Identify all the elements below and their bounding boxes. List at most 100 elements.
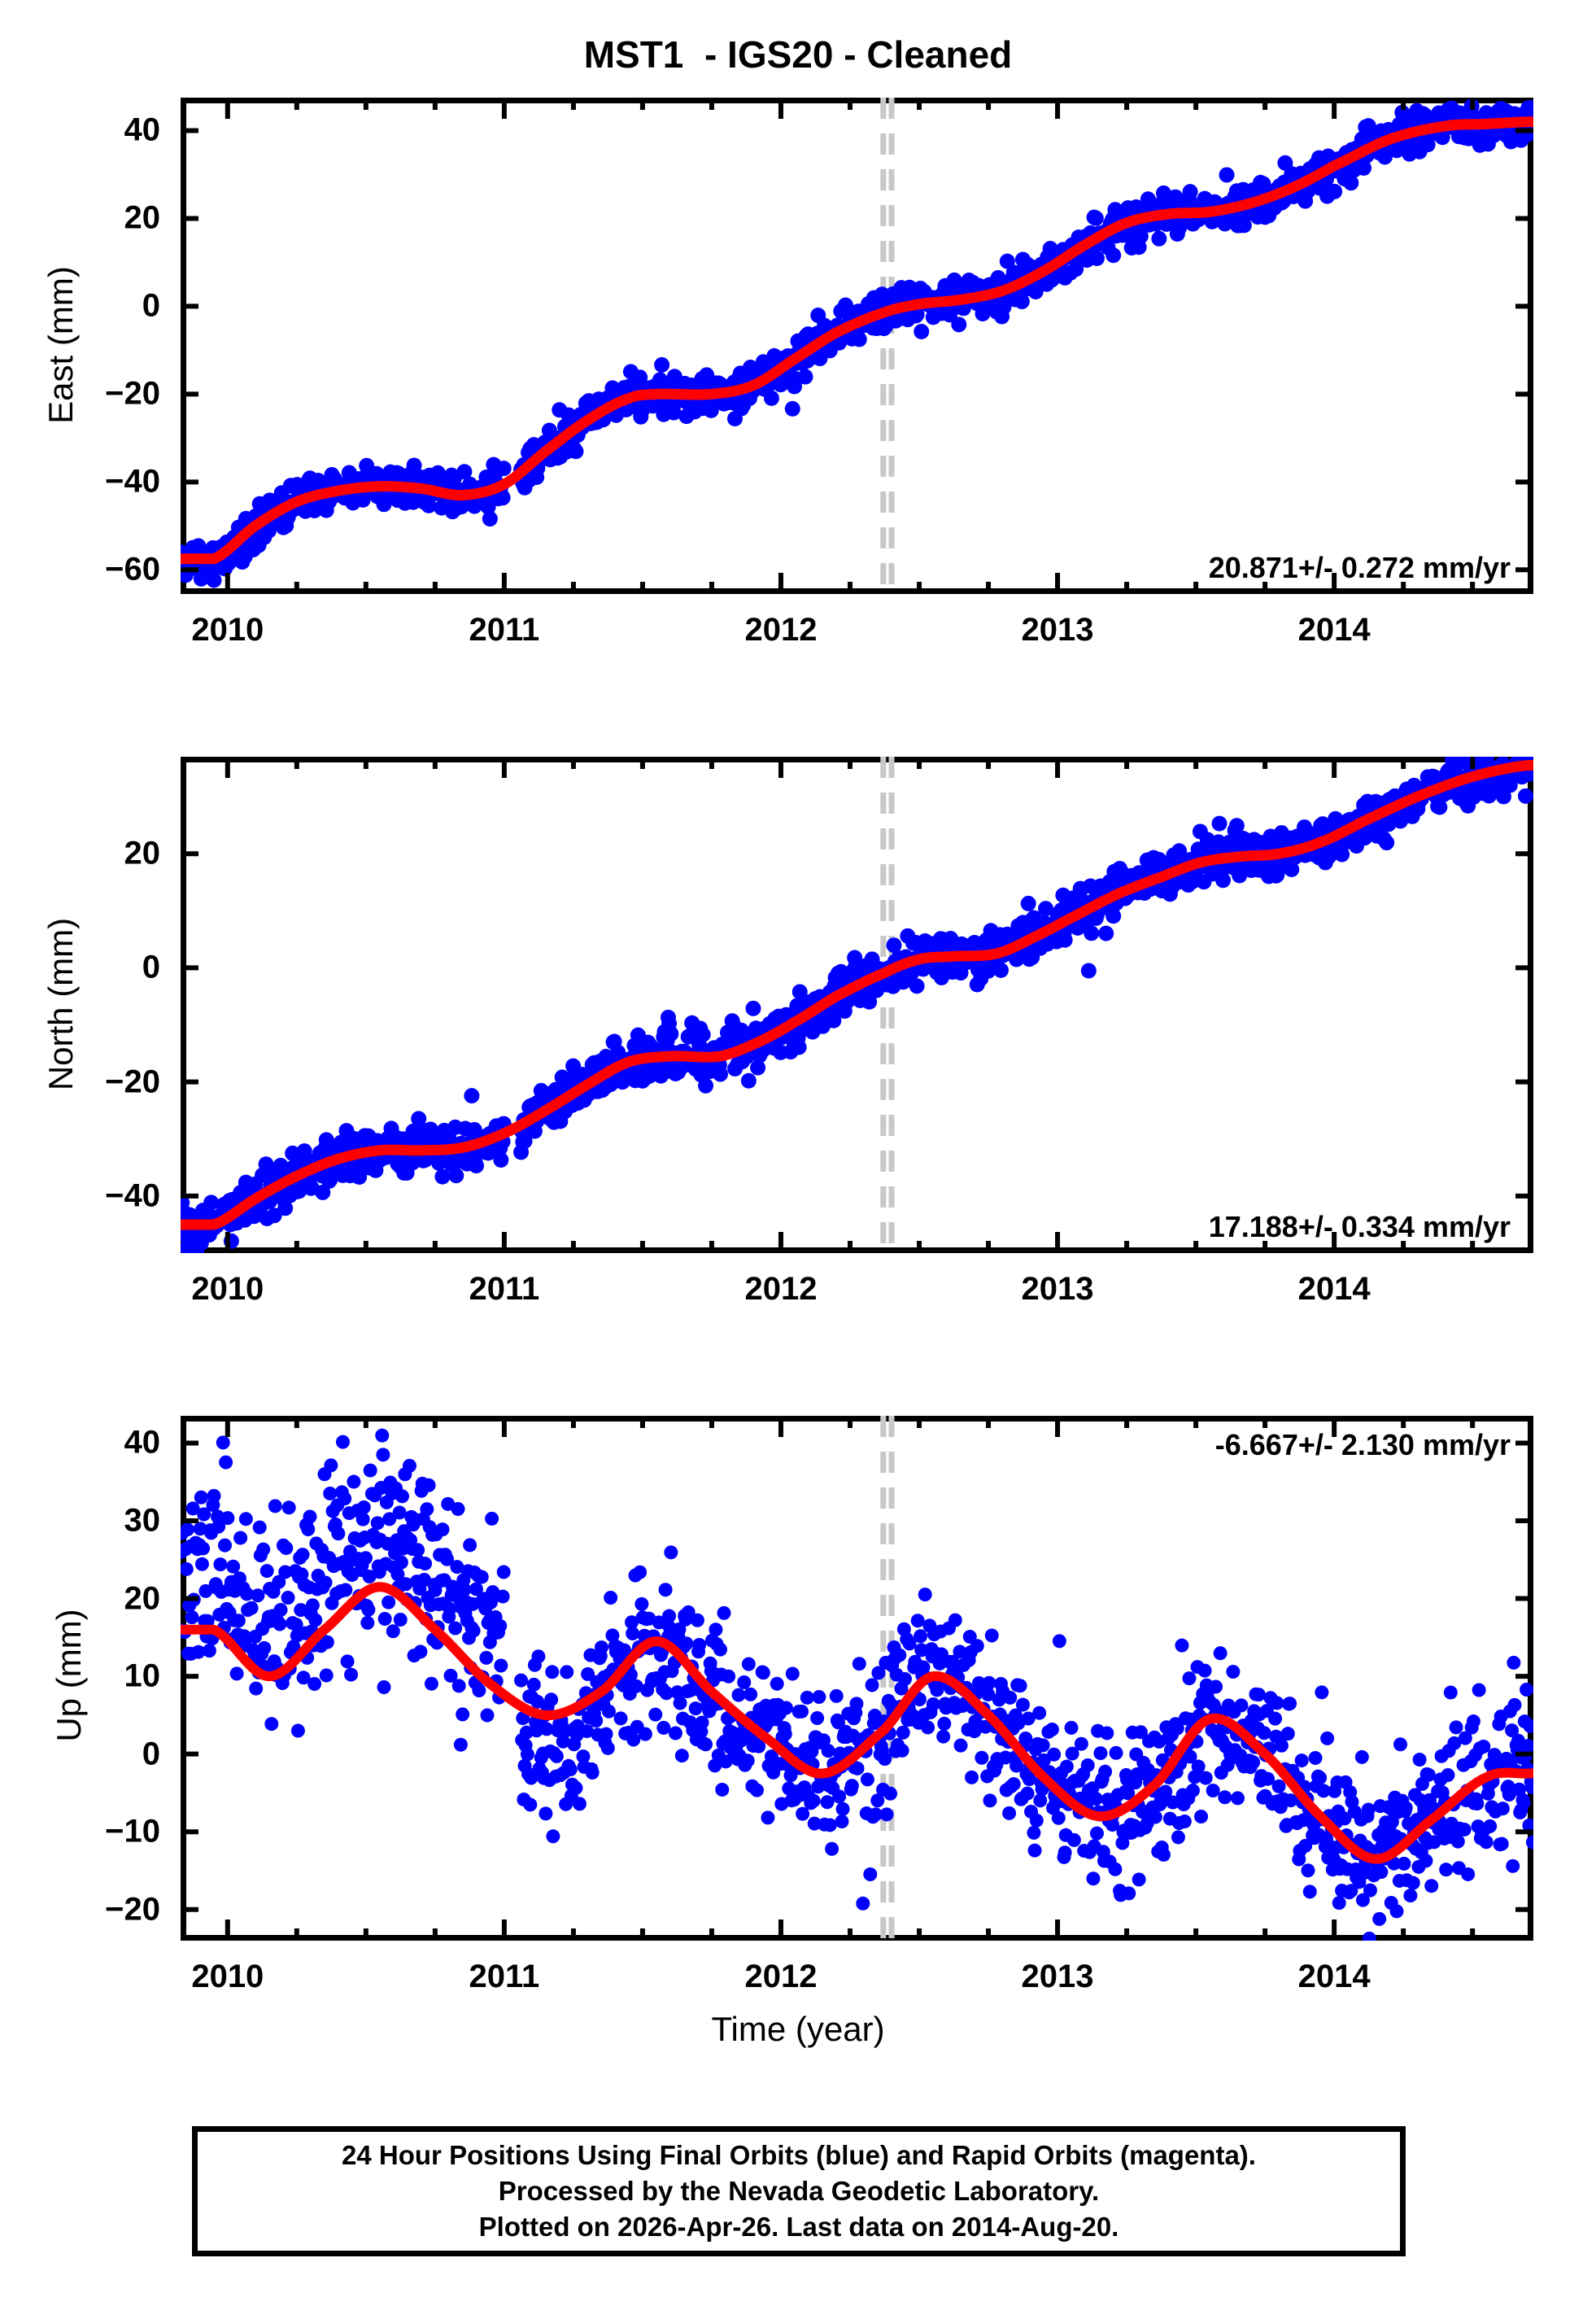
data-point — [526, 1677, 541, 1692]
data-point — [1018, 1731, 1033, 1745]
data-point — [347, 1474, 361, 1489]
data-point — [301, 1522, 316, 1536]
data-point — [750, 1059, 766, 1076]
data-point — [796, 1806, 810, 1821]
data-point — [914, 1629, 928, 1644]
data-point — [545, 1665, 560, 1679]
data-point — [324, 1458, 338, 1473]
data-point — [305, 1598, 320, 1613]
data-point — [266, 1208, 282, 1224]
data-point — [984, 1628, 999, 1643]
data-point — [249, 1681, 264, 1696]
data-point — [770, 1676, 784, 1691]
data-point — [1032, 1705, 1047, 1720]
data-point — [1232, 867, 1248, 884]
data-point — [692, 1637, 707, 1652]
data-point — [1283, 1697, 1297, 1711]
data-point — [307, 1677, 322, 1692]
data-point — [1065, 1746, 1079, 1761]
data-point — [568, 443, 584, 460]
data-point — [797, 369, 813, 385]
data-point — [737, 1675, 752, 1689]
data-point — [435, 1522, 450, 1537]
data-point — [1419, 1854, 1433, 1868]
data-point — [1320, 1731, 1335, 1745]
data-point — [605, 1628, 620, 1643]
data-point — [320, 1635, 334, 1649]
data-point — [1432, 799, 1448, 815]
data-point — [1109, 1745, 1123, 1760]
data-point — [698, 1077, 714, 1094]
data-point — [1002, 1806, 1017, 1820]
data-point — [695, 1026, 711, 1042]
data-point — [296, 1671, 311, 1685]
data-point — [785, 1666, 800, 1681]
data-point — [865, 1678, 879, 1692]
data-point — [1155, 185, 1171, 201]
panel-up-plot-area — [181, 1416, 1533, 1941]
y-tick-label: 20 — [124, 199, 161, 236]
data-point — [807, 1816, 822, 1831]
data-point — [402, 1458, 416, 1473]
data-point — [457, 1583, 472, 1597]
y-tick-label: 0 — [142, 287, 160, 324]
data-point — [200, 1614, 215, 1628]
y-tick-label: 0 — [142, 949, 160, 985]
data-point — [514, 1673, 529, 1688]
data-point — [717, 1605, 731, 1620]
data-point — [1270, 1696, 1284, 1710]
data-point — [1044, 1723, 1059, 1737]
data-point — [563, 1762, 578, 1777]
data-point — [268, 1499, 282, 1513]
data-point — [318, 1575, 333, 1590]
data-point — [626, 1626, 640, 1640]
data-point — [831, 1715, 845, 1730]
data-point — [1221, 834, 1237, 850]
data-point — [569, 1780, 583, 1795]
data-point — [572, 1797, 587, 1811]
data-point — [617, 1643, 632, 1657]
data-point — [331, 1526, 346, 1541]
data-point — [1470, 1797, 1485, 1811]
data-point — [1236, 217, 1252, 234]
data-point — [281, 1590, 295, 1605]
data-point — [1461, 1867, 1476, 1881]
data-point — [375, 1428, 390, 1443]
data-point — [239, 1587, 254, 1601]
data-point — [281, 1500, 296, 1515]
data-point — [1495, 788, 1511, 805]
data-point — [668, 1726, 682, 1740]
panel-north-rate-label: 17.188+/- 0.334 mm/yr — [1208, 1210, 1511, 1243]
data-point — [1393, 1737, 1408, 1752]
data-point — [1406, 1876, 1420, 1890]
data-point — [1457, 1822, 1472, 1837]
x-tick-label: 2012 — [744, 1959, 818, 1994]
data-point — [213, 1557, 228, 1572]
data-point — [1302, 1885, 1317, 1899]
y-tick-label: 40 — [124, 1424, 161, 1461]
data-point — [1313, 1771, 1328, 1785]
data-point — [289, 1618, 303, 1632]
data-point — [745, 1000, 761, 1016]
data-point — [1479, 1835, 1494, 1850]
data-point — [1397, 1856, 1411, 1871]
data-point — [1447, 1736, 1462, 1750]
data-point — [185, 1610, 199, 1625]
data-point — [918, 1588, 932, 1602]
data-point — [626, 1732, 641, 1747]
data-point — [370, 1516, 385, 1531]
data-point — [1521, 1739, 1533, 1754]
data-point — [1105, 908, 1122, 924]
data-point — [849, 1697, 864, 1711]
data-point — [1086, 1871, 1101, 1886]
panel-up-rate-label: -6.667+/- 2.130 mm/yr — [1214, 1428, 1511, 1461]
data-point — [576, 1749, 591, 1764]
footer-line-2: Processed by the Nevada Geodetic Laborat… — [498, 2176, 1100, 2206]
data-point — [202, 1644, 216, 1658]
panel-up — [181, 1416, 1533, 1941]
data-point — [1449, 1720, 1463, 1735]
data-point — [359, 1551, 373, 1566]
data-point — [1194, 1809, 1209, 1823]
data-point — [390, 1567, 405, 1582]
